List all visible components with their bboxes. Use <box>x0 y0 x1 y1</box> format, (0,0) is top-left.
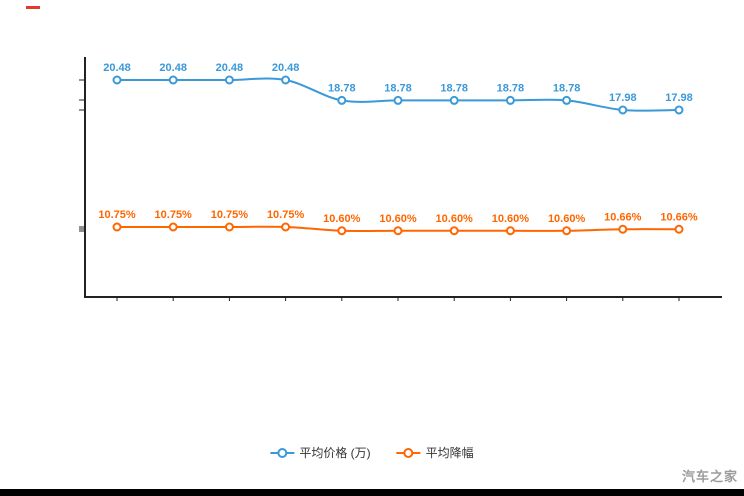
svg-text:18.78: 18.78 <box>497 82 525 94</box>
svg-text:10.75%: 10.75% <box>155 209 193 221</box>
legend-price-label: 平均价格 (万) <box>299 446 371 460</box>
red-tick-decoration <box>26 6 40 9</box>
svg-text:10.75%: 10.75% <box>211 209 249 221</box>
svg-text:20.48: 20.48 <box>272 62 300 74</box>
svg-text:10.60%: 10.60% <box>436 213 474 225</box>
svg-text:10.60%: 10.60% <box>323 213 361 225</box>
legend-item-avg-discount[interactable]: 平均降幅 <box>396 444 474 461</box>
svg-text:17.98: 17.98 <box>665 92 693 104</box>
legend-price-marker-icon <box>270 447 295 458</box>
svg-text:18.78: 18.78 <box>384 82 412 94</box>
watermark: 汽车之家 <box>681 469 738 484</box>
svg-text:20.48: 20.48 <box>103 62 131 74</box>
svg-text:10.75%: 10.75% <box>98 209 136 221</box>
legend-discount-label: 平均降幅 <box>425 446 474 460</box>
svg-text:20.48: 20.48 <box>216 62 244 74</box>
svg-text:10.75%: 10.75% <box>267 209 305 221</box>
svg-text:18.78: 18.78 <box>440 82 468 94</box>
svg-text:10.60%: 10.60% <box>548 213 586 225</box>
legend-discount-marker-icon <box>396 447 421 458</box>
svg-text:18.78: 18.78 <box>553 82 581 94</box>
svg-text:10.66%: 10.66% <box>660 211 698 223</box>
svg-text:17.98: 17.98 <box>609 92 637 104</box>
svg-text:10.60%: 10.60% <box>379 213 417 225</box>
svg-text:10.66%: 10.66% <box>604 211 642 223</box>
legend-item-avg-price[interactable]: 平均价格 (万) <box>270 444 371 461</box>
chart-legend: 平均价格 (万) 平均降幅 <box>270 444 474 461</box>
svg-text:20.48: 20.48 <box>159 62 187 74</box>
svg-text:10.60%: 10.60% <box>492 213 530 225</box>
bottom-bar <box>0 489 744 496</box>
svg-text:18.78: 18.78 <box>328 82 356 94</box>
